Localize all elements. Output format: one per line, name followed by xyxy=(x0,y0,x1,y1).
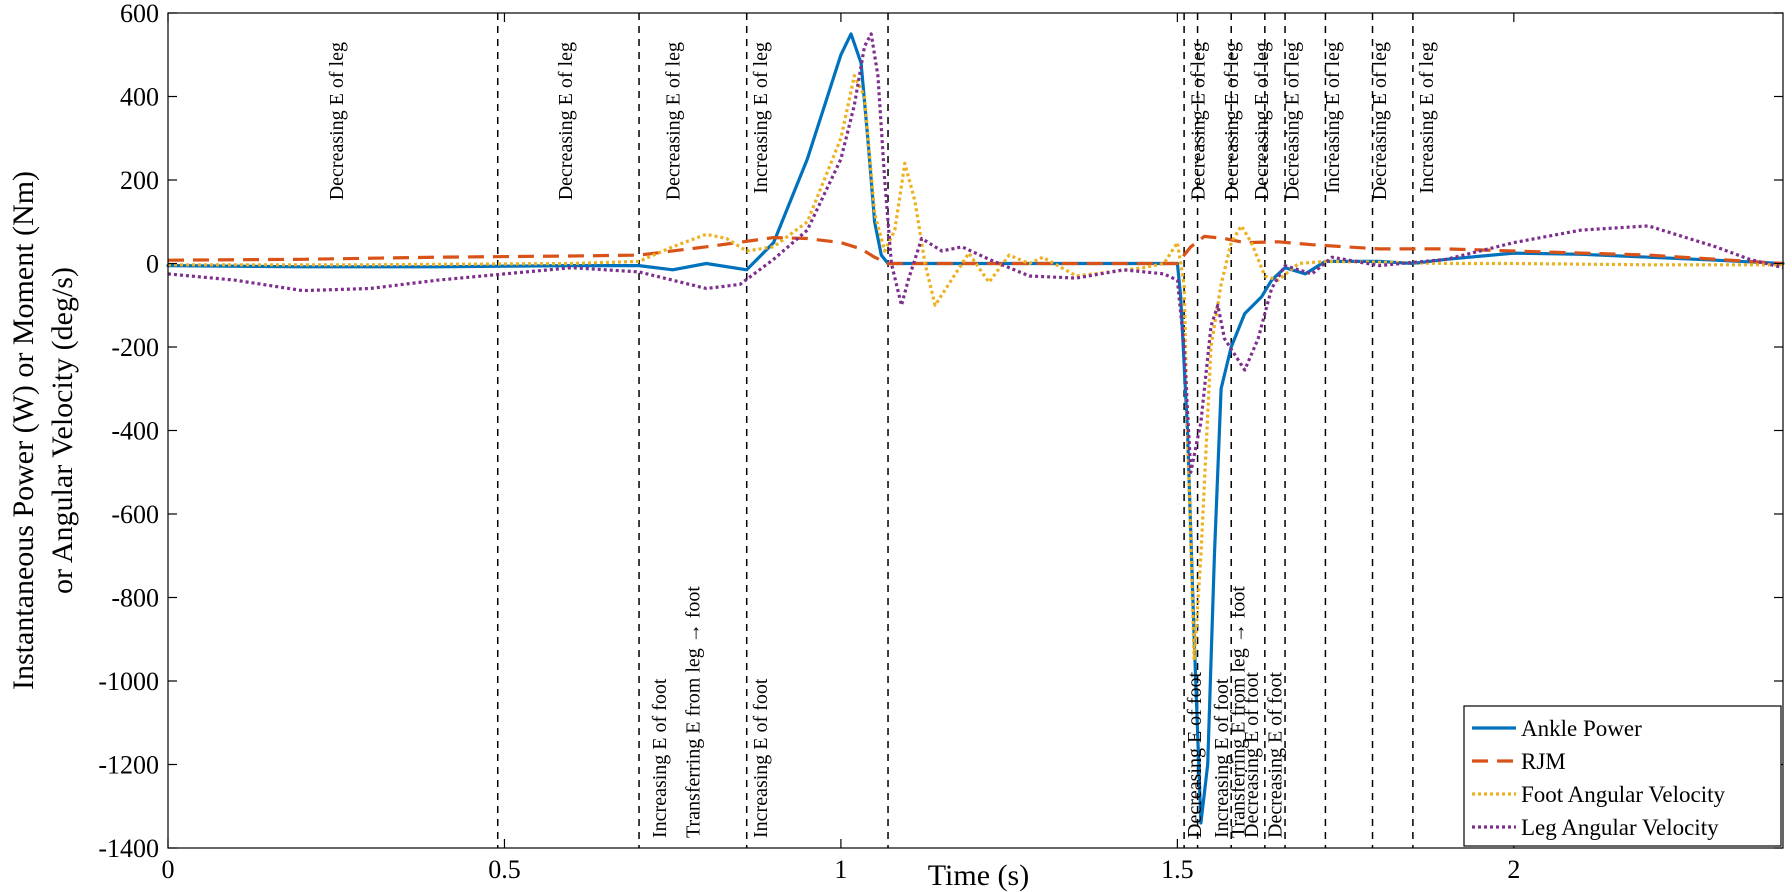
phase-label-top: Increasing E of leg xyxy=(1322,42,1344,194)
series-line-rjm xyxy=(167,234,1784,266)
y-axis-title-line: Instantaneous Power (W) or Moment (Nm) xyxy=(7,171,40,690)
series-layer xyxy=(166,32,1785,825)
y-tick-label: -200 xyxy=(111,333,159,362)
x-axis-ticks: 0 0.5 1 1.5 2 xyxy=(162,13,1520,884)
x-tick-label: 1 xyxy=(834,855,847,884)
phase-label-bottom: Transferring E from leg → foot xyxy=(1228,586,1250,838)
legend-box xyxy=(1463,705,1782,847)
phase-label-bottom: Decreasing E of foot xyxy=(1184,672,1206,838)
phase-label-bottom: Increasing E of foot xyxy=(750,678,772,838)
y-axis-title-line: or Angular Velocity (deg/s) xyxy=(46,267,79,594)
y-tick-label: 200 xyxy=(120,166,159,195)
phase-label-bottom: Transferring E from leg → foot xyxy=(683,586,705,838)
phase-label-top: Increasing E of leg xyxy=(1416,42,1438,194)
x-tick-label: 2 xyxy=(1507,855,1520,884)
phase-label-bottom: Increasing E of foot xyxy=(649,678,671,838)
phase-label-top: Decreasing E of leg xyxy=(1369,42,1391,200)
phase-label-top: Decreasing E of leg xyxy=(1221,42,1243,200)
y-tick-label: -800 xyxy=(111,584,159,613)
phase-label-bottom: Decreasing E of foot xyxy=(1241,672,1263,838)
phase-label-top: Decreasing E of leg xyxy=(1251,42,1273,200)
legend-label: Leg Angular Velocity xyxy=(1521,815,1719,840)
phase-label-top: Decreasing E of leg xyxy=(1282,42,1304,200)
legend-label: RJM xyxy=(1521,749,1566,774)
y-tick-label: -1000 xyxy=(98,667,159,696)
y-tick-label: -1200 xyxy=(98,751,159,780)
legend: Ankle Power RJM Foot Angular Velocity Leg A… xyxy=(1463,705,1782,847)
legend-label: Ankle Power xyxy=(1521,716,1642,741)
x-axis-title: Time (s) xyxy=(928,859,1029,892)
x-tick-label: 0.5 xyxy=(488,855,521,884)
phase-label-top: Increasing E of leg xyxy=(750,42,772,194)
phase-label-top: Decreasing E of leg xyxy=(662,42,684,200)
phase-labels: Decreasing E of leg Decreasing E of leg De… xyxy=(326,42,1438,838)
y-tick-label: -1400 xyxy=(98,834,159,863)
phase-label-top: Decreasing E of leg xyxy=(326,42,348,200)
phase-label-top: Decreasing E of leg xyxy=(1187,42,1209,200)
phase-label-bottom: Increasing E of foot xyxy=(1211,678,1233,838)
y-axis-ticks: 600 400 200 0 -200 -400 -600 -800 -1000 -1200 -140… xyxy=(98,0,1783,863)
phase-label-top: Decreasing E of leg xyxy=(555,42,577,200)
series-line-ankle-power xyxy=(166,32,1785,825)
y-tick-label: 400 xyxy=(120,83,159,112)
y-tick-label: -600 xyxy=(111,500,159,529)
x-tick-label: 0 xyxy=(162,855,175,884)
y-axis-title: Instantaneous Power (W) or Moment (Nm) or… xyxy=(7,171,79,690)
legend-label: Foot Angular Velocity xyxy=(1521,782,1726,807)
y-tick-label: 600 xyxy=(120,0,159,28)
x-tick-label: 1.5 xyxy=(1161,855,1194,884)
series-line-foot-angular-velocity xyxy=(168,74,1783,662)
y-tick-label: 0 xyxy=(146,250,159,279)
y-tick-label: -400 xyxy=(111,417,159,446)
phase-label-bottom: Decreasing E of foot xyxy=(1265,672,1287,838)
phase-lines xyxy=(496,13,1414,848)
